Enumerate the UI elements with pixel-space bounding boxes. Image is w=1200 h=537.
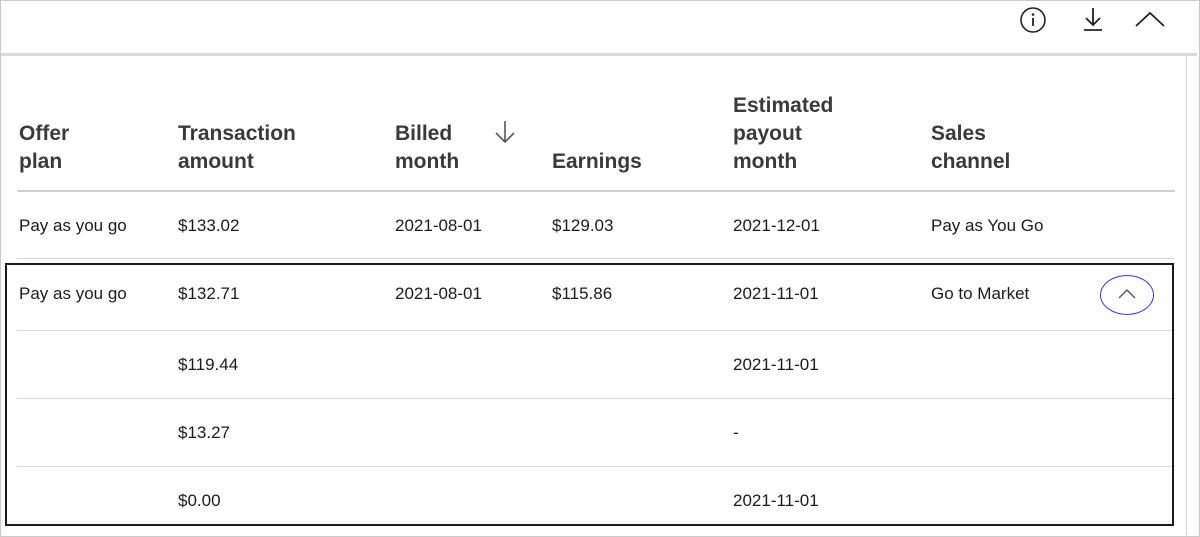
info-icon[interactable] <box>1018 5 1048 35</box>
cell-estimated-payout-month: 2021-11-01 <box>733 284 819 303</box>
transactions-table: Offer plan Transaction amount Billed mon… <box>1 56 1187 535</box>
cell-sales-channel: Pay as You Go <box>931 216 1044 235</box>
toolbar <box>1 1 1197 56</box>
cell-transaction-amount: $133.02 <box>178 216 240 235</box>
cell-estimated-payout-month: 2021-11-01 <box>733 355 819 374</box>
scrollbar[interactable] <box>1187 56 1197 535</box>
cell-transaction-amount: $119.44 <box>178 355 239 374</box>
column-header-earnings[interactable]: Earnings <box>552 150 642 173</box>
cell-estimated-payout-month: - <box>733 423 739 442</box>
cell-sales-channel: Go to Market <box>931 284 1030 303</box>
table-sub-row: $0.00 2021-11-01 <box>17 467 1175 525</box>
collapse-chevron-up-icon[interactable] <box>1134 5 1165 35</box>
column-header-estimated-payout-month[interactable]: Estimated payout month <box>733 94 834 173</box>
table-sub-row: $119.44 2021-11-01 <box>17 331 1175 399</box>
cell-transaction-amount: $0.00 <box>178 491 221 510</box>
cell-transaction-amount: $132.71 <box>178 284 240 303</box>
cell-estimated-payout-month: 2021-11-01 <box>733 491 819 510</box>
column-header-sales-channel[interactable]: Sales channel <box>931 122 1011 173</box>
column-header-transaction-amount[interactable]: Transaction amount <box>178 122 296 173</box>
column-header-offer-plan[interactable]: Offer plan <box>19 122 70 173</box>
cell-earnings: $115.86 <box>552 284 613 303</box>
table-row-expanded[interactable]: Pay as you go $132.71 2021-08-01 $115.86… <box>17 263 1175 331</box>
cell-offer-plan: Pay as you go <box>19 284 127 303</box>
collapse-row-button[interactable] <box>1100 275 1154 315</box>
column-header-billed-month[interactable]: Billed month <box>395 122 460 173</box>
cell-billed-month: 2021-08-01 <box>395 284 482 303</box>
table-header-row: Offer plan Transaction amount Billed mon… <box>17 56 1175 192</box>
chevron-up-icon <box>1118 289 1136 299</box>
download-icon[interactable] <box>1078 5 1108 35</box>
cell-transaction-amount: $13.27 <box>178 423 230 442</box>
arrow-down-icon[interactable] <box>491 118 519 151</box>
table-row[interactable]: Pay as you go $133.02 2021-08-01 $129.03… <box>17 192 1175 259</box>
cell-billed-month: 2021-08-01 <box>395 216 482 235</box>
table-sub-row: $13.27 - <box>17 399 1175 467</box>
cell-offer-plan: Pay as you go <box>19 216 127 235</box>
cell-earnings: $129.03 <box>552 216 614 235</box>
expanded-group-outline <box>5 263 1174 526</box>
cell-estimated-payout-month: 2021-12-01 <box>733 216 820 235</box>
